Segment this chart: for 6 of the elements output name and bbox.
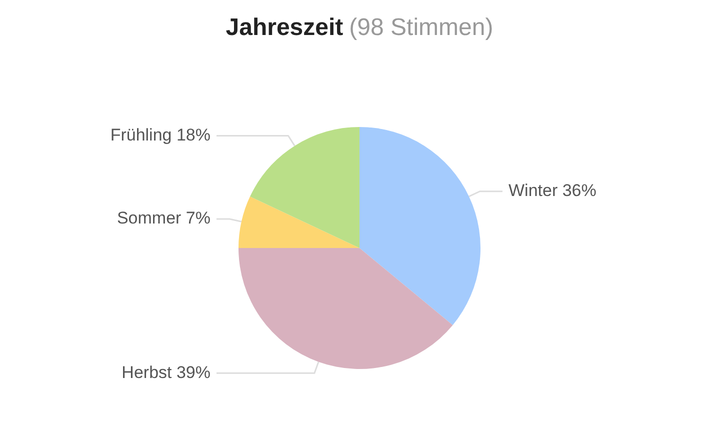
slice-label: Winter 36% <box>508 181 596 200</box>
slice-label: Herbst 39% <box>122 362 210 382</box>
slice-label: Sommer 7% <box>116 208 210 228</box>
chart-subtitle: (98 Stimmen) <box>349 14 494 41</box>
slice-label: Frühling 18% <box>110 125 210 144</box>
chart-title: Jahreszeit <box>226 14 344 41</box>
